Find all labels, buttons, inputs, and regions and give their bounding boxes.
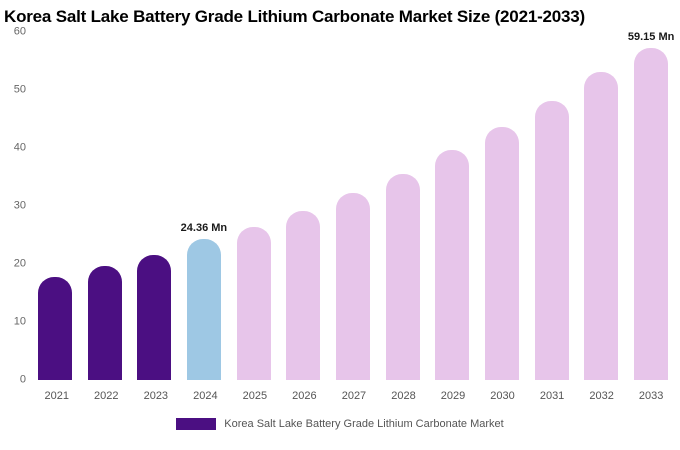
y-tick-label: 0	[19, 373, 26, 386]
bar-2030[interactable]	[485, 127, 520, 380]
x-tick-label: 2028	[391, 390, 416, 402]
bar-column: 24.36 Mn	[179, 32, 229, 380]
bar-column	[527, 32, 577, 380]
bar-column: 59.15 Mn	[626, 32, 676, 380]
bar-column	[129, 32, 179, 380]
x-tick-label: 2024	[193, 390, 218, 402]
bar-2033[interactable]	[634, 48, 669, 380]
x-tick-label: 2021	[44, 390, 69, 402]
x-tick-label: 2032	[589, 390, 614, 402]
x-tick-label: 2022	[94, 390, 119, 402]
bar-2031[interactable]	[534, 101, 569, 380]
legend: Korea Salt Lake Battery Grade Lithium Ca…	[0, 418, 680, 430]
legend-label: Korea Salt Lake Battery Grade Lithium Ca…	[224, 418, 504, 430]
x-axis: 2021 2022 2023 2024 2025 2026 2027 2028 2029 2030…	[28, 390, 680, 402]
y-tick-label: 50	[13, 83, 26, 96]
bar-value-label: 24.36 Mn	[180, 221, 228, 234]
y-tick-label: 20	[13, 257, 26, 270]
legend-swatch	[176, 418, 217, 430]
y-axis: 0 10 20 30 40 50 60	[6, 26, 28, 385]
bar-2029[interactable]	[435, 150, 470, 380]
bar-2023[interactable]	[137, 254, 172, 380]
x-tick-label: 2023	[143, 390, 169, 402]
x-tick-label: 2029	[440, 390, 466, 402]
bar-chart: 0 10 20 30 40 50 60 24.36 Mn 59.15 Mn	[0, 26, 680, 385]
bar-column	[328, 32, 378, 380]
plot-area: 24.36 Mn 59.15 Mn	[28, 32, 678, 380]
x-tick-label: 2027	[341, 390, 367, 402]
bar-column	[477, 32, 527, 380]
x-tick-label: 2031	[539, 390, 565, 402]
bar-2028[interactable]	[385, 174, 420, 380]
x-tick-label: 2030	[490, 390, 515, 402]
bar-column	[278, 32, 328, 380]
x-tick-label: 2033	[638, 390, 664, 402]
bar-column	[378, 32, 428, 380]
bar-column	[577, 32, 627, 380]
bar-2024[interactable]	[186, 238, 221, 380]
bar-column	[80, 32, 130, 380]
bar-2026[interactable]	[286, 211, 321, 380]
y-tick-label: 60	[13, 25, 26, 38]
bar-value-label: 59.15 Mn	[627, 31, 675, 43]
bar-2027[interactable]	[335, 193, 370, 380]
chart-title: Korea Salt Lake Battery Grade Lithium Ca…	[4, 7, 586, 26]
y-tick-label: 40	[13, 141, 26, 154]
x-tick-label: 2025	[242, 390, 268, 402]
bar-column	[428, 32, 478, 380]
bar-column	[229, 32, 279, 380]
bar-2032[interactable]	[584, 72, 619, 380]
bar-2022[interactable]	[87, 265, 122, 380]
y-tick-label: 10	[13, 315, 26, 328]
x-tick-label: 2026	[292, 390, 317, 402]
y-tick-label: 30	[13, 199, 26, 212]
bar-2021[interactable]	[37, 276, 72, 380]
bar-column	[30, 32, 80, 380]
bar-2025[interactable]	[236, 227, 271, 380]
